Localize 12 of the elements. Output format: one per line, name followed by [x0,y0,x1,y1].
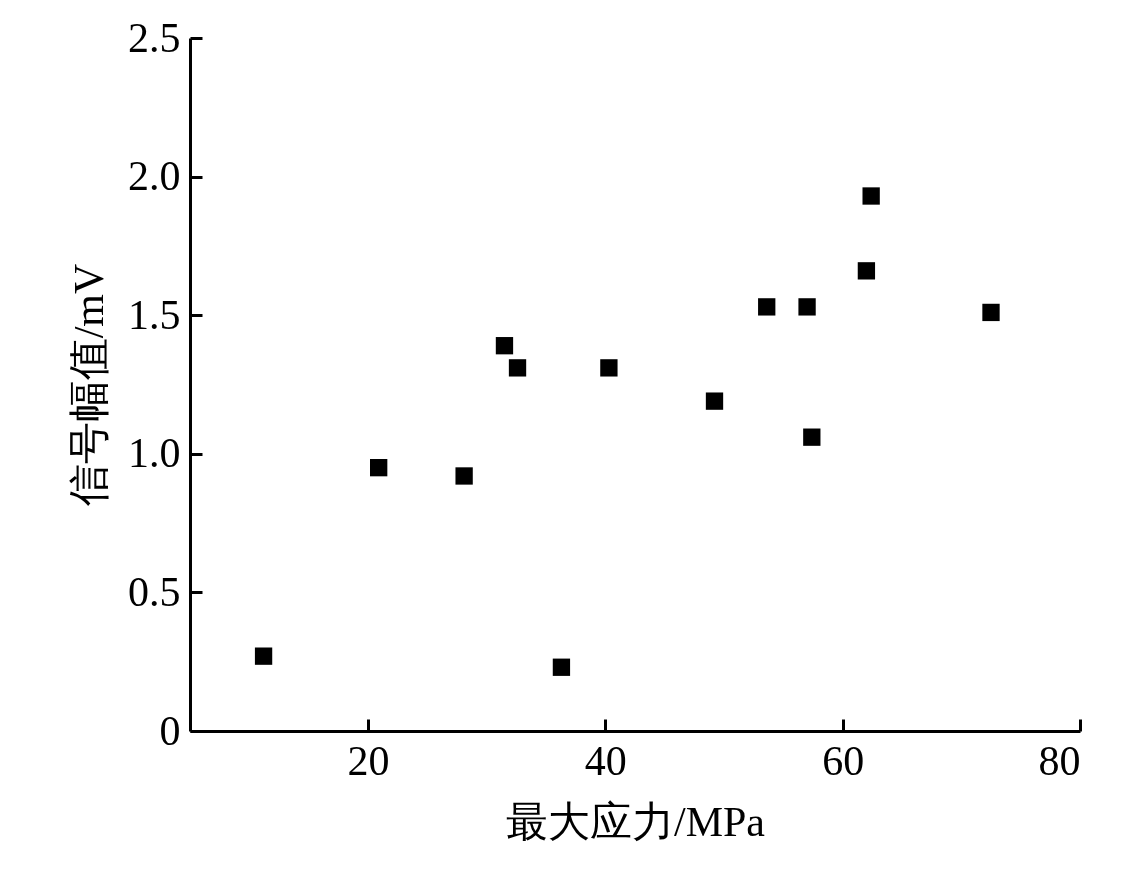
y-tick-label: 2.0 [128,153,181,200]
x-tick-label: 60 [822,737,865,784]
y-tick-label: 1.5 [128,291,181,338]
y-tick-label: 2.5 [128,14,181,61]
x-tick-label: 80 [1038,737,1081,784]
x-tick-label: 40 [584,737,627,784]
x-tick-label: 20 [347,737,390,784]
y-tick-label: 1.0 [128,430,181,477]
y-axis-title: 信号幅值/mV [66,263,112,507]
y-tick-label: 0 [159,707,181,754]
x-axis-title: 最大应力/MPa [505,798,766,845]
y-tick-label: 0.5 [128,568,181,615]
